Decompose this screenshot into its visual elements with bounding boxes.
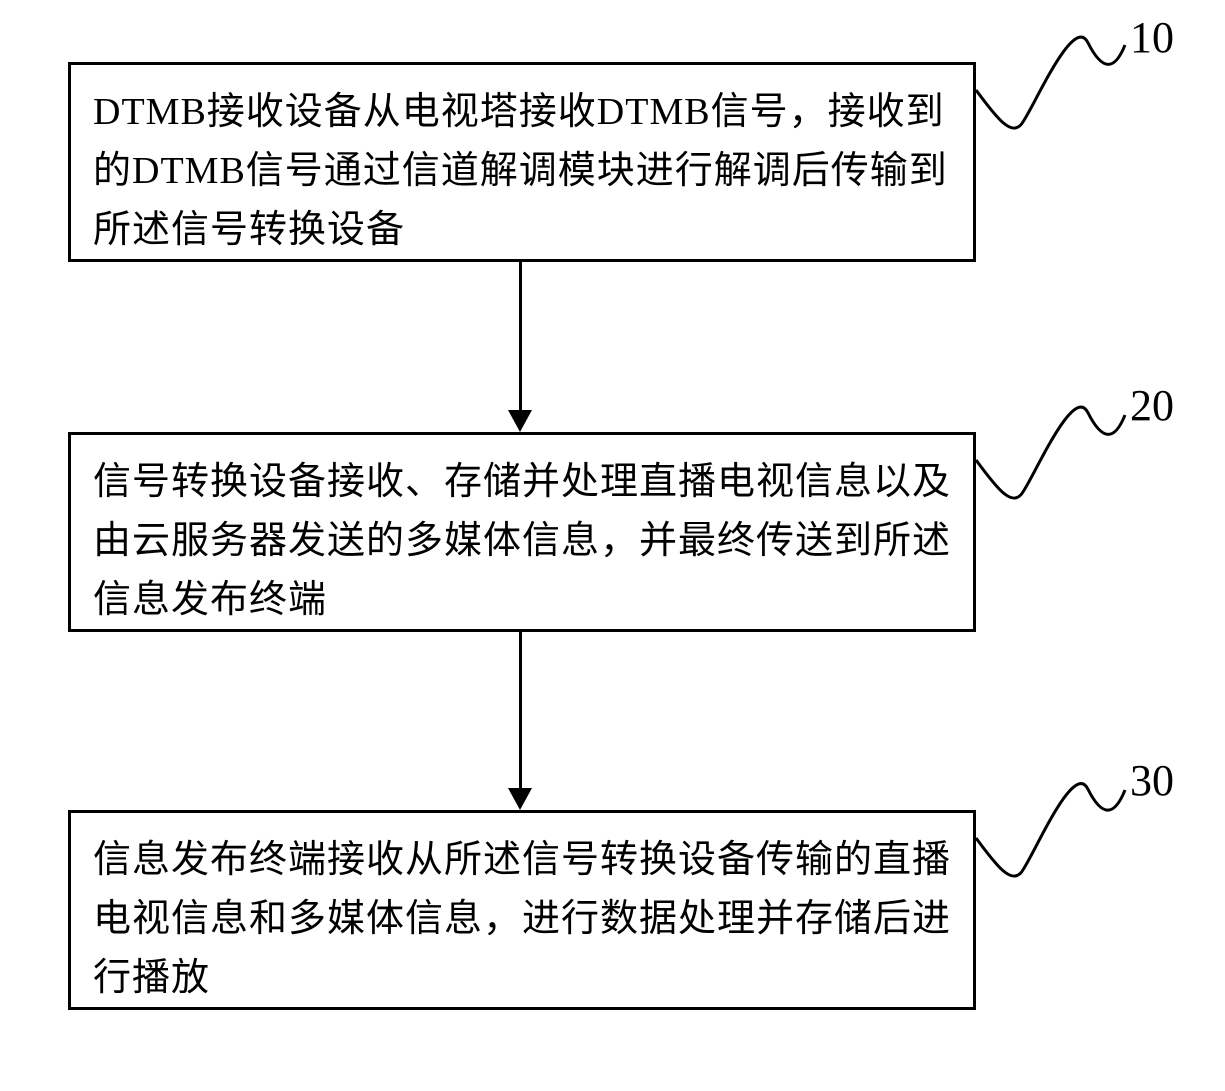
arrow-2-line bbox=[519, 632, 522, 788]
step-2-text: 信号转换设备接收、存储并处理直播电视信息以及由云服务器发送的多媒体信息，并最终传… bbox=[93, 461, 951, 621]
arrow-2-head-icon bbox=[508, 788, 532, 810]
step-3-box: 信息发布终端接收从所述信号转换设备传输的直播电视信息和多媒体信息，进行数据处理并… bbox=[68, 810, 976, 1010]
step-1-text: DTMB接收设备从电视塔接收DTMB信号，接收到的DTMB信号通过信道解调模块进… bbox=[93, 91, 948, 251]
arrow-1-head-icon bbox=[508, 410, 532, 432]
flowchart-canvas: DTMB接收设备从电视塔接收DTMB信号，接收到的DTMB信号通过信道解调模块进… bbox=[0, 0, 1225, 1091]
step-1-box: DTMB接收设备从电视塔接收DTMB信号，接收到的DTMB信号通过信道解调模块进… bbox=[68, 62, 976, 262]
connector-1-icon bbox=[966, 15, 1155, 150]
connector-2-icon bbox=[966, 385, 1155, 520]
arrow-1-line bbox=[519, 262, 522, 410]
connector-3-icon bbox=[966, 760, 1155, 898]
step-2-box: 信号转换设备接收、存储并处理直播电视信息以及由云服务器发送的多媒体信息，并最终传… bbox=[68, 432, 976, 632]
step-3-text: 信息发布终端接收从所述信号转换设备传输的直播电视信息和多媒体信息，进行数据处理并… bbox=[93, 839, 951, 999]
